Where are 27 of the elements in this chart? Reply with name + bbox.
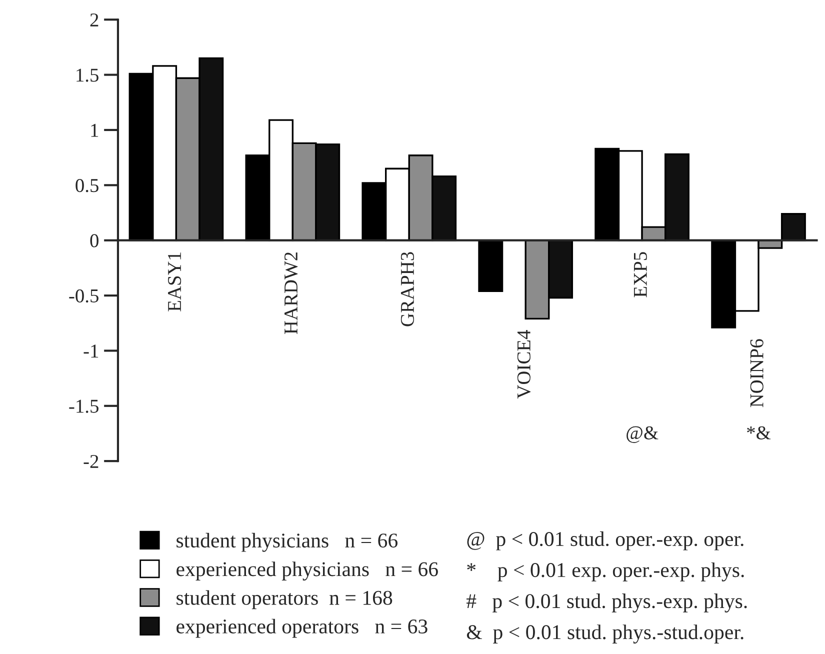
text: @ p < 0.01 stud. oper.-exp. oper.	[467, 531, 744, 550]
x-tick-label: HARDW2	[284, 252, 298, 334]
x-tick-label: GRAPH3	[400, 252, 414, 326]
bar	[780, 213, 806, 242]
y-tick-label: -1	[84, 344, 98, 358]
legend-label: student physicians n = 66	[176, 532, 398, 552]
y-tick-label: -2	[84, 454, 98, 468]
x-tick-label: EXP5	[634, 252, 647, 298]
text: * p < 0.01 exp. oper.-exp. phys.	[467, 562, 744, 582]
y-tick-label: 2	[90, 13, 98, 26]
x-tick-label: NOINP6	[750, 339, 764, 408]
x-tick-label: EASY1	[168, 252, 182, 312]
text: # p < 0.01 stud. phys.-exp. phys.	[466, 594, 747, 612]
y-tick-label: 1	[91, 124, 98, 137]
legend-label: experienced physicians n = 66	[176, 562, 438, 581]
y-tick-label: 0	[90, 234, 98, 248]
text: & p < 0.01 stud. phys.-stud.oper.	[466, 624, 744, 644]
legend-label: student operators n = 168	[176, 590, 392, 610]
x-tick-label: VOICE4	[517, 330, 531, 399]
y-tick-label: 0.5	[76, 178, 98, 192]
y-tick-label: 1.5	[76, 68, 98, 82]
y-tick-label: -0.5	[69, 289, 98, 303]
y-tick-label: -1.5	[69, 400, 98, 413]
annotation: @&	[626, 426, 658, 443]
bar	[478, 240, 504, 292]
annotation: *&	[747, 426, 771, 440]
legend-label: experienced operators n = 63	[176, 618, 428, 638]
